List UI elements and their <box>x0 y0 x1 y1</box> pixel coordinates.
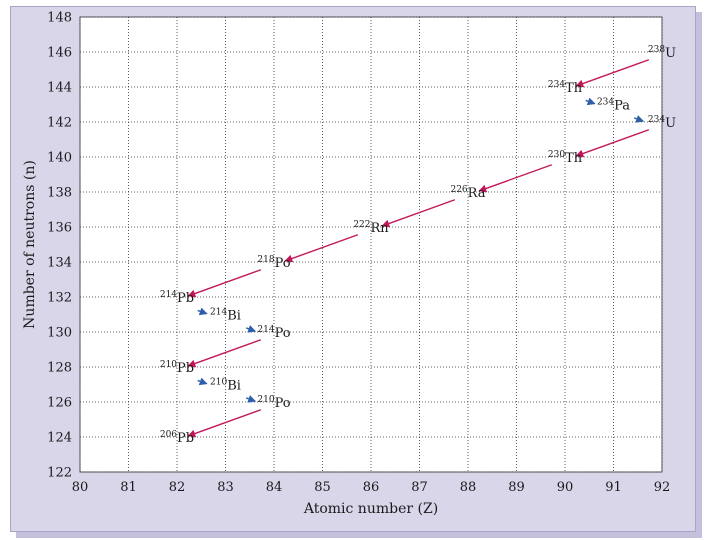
beta-decay-arrow <box>245 325 257 333</box>
nuclide-symbol: Pa <box>614 99 630 114</box>
y-tick-label: 126 <box>47 396 72 411</box>
y-tick-labels: 122 124 126 128 130 132 134 136 138 140 142 144 146 1… <box>47 11 72 481</box>
alpha-decay-arrow <box>187 339 262 368</box>
nuclide-label: 234Th <box>548 80 583 96</box>
alpha-decay-arrow <box>284 234 359 263</box>
y-tick-label: 124 <box>47 431 72 446</box>
beta-decay-arrow <box>585 97 596 106</box>
nuclide-label: 210Pb <box>160 360 194 376</box>
x-tick-labels: 80 81 82 83 84 85 86 87 88 89 90 91 92 <box>72 480 671 495</box>
nuclide-symbol: Po <box>275 256 291 271</box>
grid-lines <box>79 16 663 473</box>
nuclide-label: 210Po <box>257 395 290 411</box>
y-tick-label: 128 <box>47 361 72 376</box>
nuclide-label: 206Pb <box>160 430 194 446</box>
x-tick-label: 86 <box>363 480 380 495</box>
alpha-decay-arrow <box>478 164 553 193</box>
y-tick-label: 134 <box>47 256 72 271</box>
nuclide-symbol: Pb <box>177 291 194 306</box>
nuclide-label: 226Ra <box>450 185 485 201</box>
x-tick-label: 90 <box>557 480 574 495</box>
nuclide-mass-number: 218 <box>257 255 274 265</box>
nuclide-symbol: Bi <box>227 309 241 324</box>
alpha-decay-arrow <box>187 269 262 298</box>
alpha-decay-arrow <box>575 129 650 158</box>
x-axis-title: Atomic number (Z) <box>303 501 438 517</box>
nuclide-mass-number: 238 <box>648 45 665 55</box>
x-tick-label: 81 <box>120 480 137 495</box>
nuclide-mass-number: 222 <box>353 220 370 230</box>
nuclide-symbol: Po <box>275 326 291 341</box>
nuclide-mass-number: 206 <box>160 430 177 440</box>
decay-arrows <box>187 59 650 438</box>
nuclide-label: 222Rn <box>353 220 389 236</box>
nuclide-label: 230Th <box>548 150 583 166</box>
nuclide-symbol: Th <box>565 81 583 96</box>
y-tick-label: 144 <box>47 81 72 96</box>
x-tick-label: 91 <box>605 480 622 495</box>
x-tick-label: 92 <box>654 480 671 495</box>
beta-decay-arrow <box>633 115 645 123</box>
x-tick-label: 83 <box>217 480 234 495</box>
x-tick-label: 88 <box>460 480 477 495</box>
nuclide-mass-number: 214 <box>257 325 274 335</box>
x-tick-label: 82 <box>169 480 186 495</box>
nuclide-label: 234Pa <box>597 98 630 114</box>
nuclide-label: 214Pb <box>160 290 194 306</box>
nuclide-label: 214Po <box>257 325 290 341</box>
beta-decay-arrow <box>245 395 257 403</box>
nuclide-label: 218Po <box>257 255 290 271</box>
y-axis-title: Number of neutrons (n) <box>22 160 38 329</box>
nuclide-mass-number: 210 <box>210 378 227 388</box>
nuclide-symbol: Th <box>565 151 583 166</box>
y-tick-label: 140 <box>47 151 72 166</box>
nuclide-mass-number: 230 <box>548 150 565 160</box>
nuclide-symbol: U <box>665 46 676 61</box>
nuclide-mass-number: 210 <box>160 360 177 370</box>
x-tick-label: 85 <box>314 480 331 495</box>
nuclide-symbol: U <box>665 116 676 131</box>
beta-decay-arrow <box>197 377 208 386</box>
alpha-decay-arrow <box>381 199 456 228</box>
beta-decay-arrow <box>197 307 208 316</box>
x-tick-label: 84 <box>266 480 283 495</box>
y-tick-label: 138 <box>47 186 72 201</box>
nuclide-mass-number: 226 <box>450 185 467 195</box>
nuclide-mass-number: 234 <box>597 98 614 108</box>
nuclide-symbol: Bi <box>227 379 241 394</box>
alpha-decay-arrow <box>575 59 650 88</box>
nuclide-mass-number: 214 <box>160 290 177 300</box>
nuclide-symbol: Po <box>275 396 291 411</box>
nuclide-symbol: Ra <box>468 186 486 201</box>
y-tick-label: 142 <box>47 116 72 131</box>
nuclide-symbol: Pb <box>177 361 194 376</box>
nuclide-mass-number: 210 <box>257 395 274 405</box>
nuclide-label: 234U <box>648 115 676 131</box>
x-tick-label: 87 <box>411 480 428 495</box>
nuclide-label: 238U <box>648 45 676 61</box>
nuclide-label: 210Bi <box>210 378 241 394</box>
nuclide-symbol: Rn <box>371 221 390 236</box>
y-tick-label: 148 <box>47 11 72 26</box>
nuclide-symbol: Pb <box>177 431 194 446</box>
nuclide-mass-number: 234 <box>648 115 665 125</box>
y-tick-label: 146 <box>47 46 72 61</box>
x-tick-label: 80 <box>72 480 89 495</box>
y-tick-label: 122 <box>47 466 72 481</box>
nuclide-mass-number: 214 <box>210 308 227 318</box>
alpha-decay-arrow <box>187 409 262 438</box>
nuclide-label: 214Bi <box>210 308 241 324</box>
y-tick-label: 130 <box>47 326 72 341</box>
x-tick-label: 89 <box>508 480 525 495</box>
y-tick-label: 136 <box>47 221 72 236</box>
nuclide-labels: 238U234Th234Pa234U230Th226Ra222Rn218Po21… <box>160 45 676 446</box>
y-tick-label: 132 <box>47 291 72 306</box>
nuclide-mass-number: 234 <box>548 80 565 90</box>
